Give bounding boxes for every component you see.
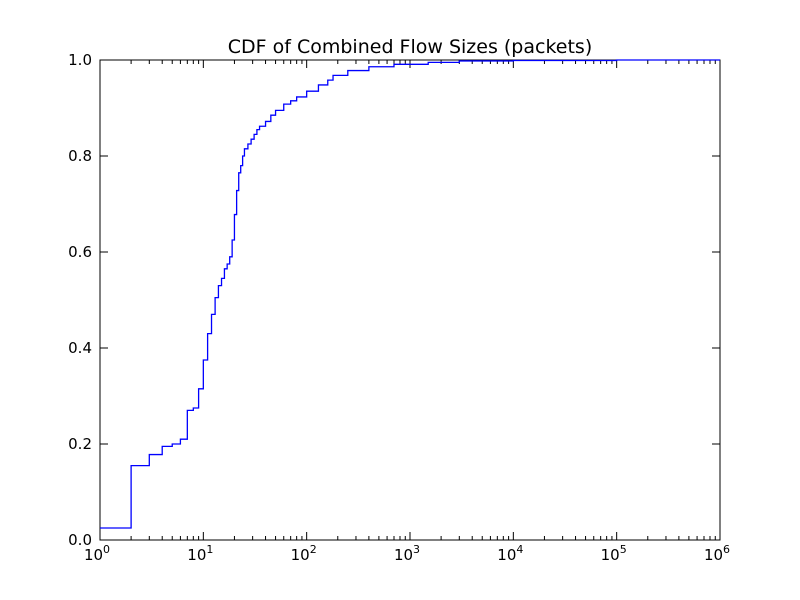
- plot-area-frame: [99, 59, 721, 541]
- y-tick-label: 0.0: [68, 531, 92, 549]
- y-tick-label: 0.8: [68, 147, 92, 165]
- x-tick-label: 101: [187, 543, 213, 564]
- x-tick-label: 103: [394, 543, 420, 564]
- cdf-series-line: [100, 59, 720, 529]
- y-tick-label: 0.6: [68, 243, 92, 261]
- x-tick-label: 104: [497, 543, 523, 564]
- y-tick-label: 0.4: [68, 339, 92, 357]
- chart-title: CDF of Combined Flow Sizes (packets): [228, 36, 592, 58]
- x-tick-label: 106: [704, 543, 730, 564]
- series-group: [100, 59, 720, 529]
- y-tick-label: 0.2: [68, 435, 92, 453]
- x-tick-labels: 100 101 102 103 104 105 106: [84, 543, 730, 564]
- x-tick-label: 100: [84, 543, 110, 564]
- x-tick-label: 102: [291, 543, 317, 564]
- x-tick-label: 105: [601, 543, 627, 564]
- axis-ticks: [99, 59, 721, 541]
- y-tick-labels: 0.0 0.2 0.4 0.6 0.8 1.0: [68, 51, 92, 549]
- y-tick-label: 1.0: [68, 51, 92, 69]
